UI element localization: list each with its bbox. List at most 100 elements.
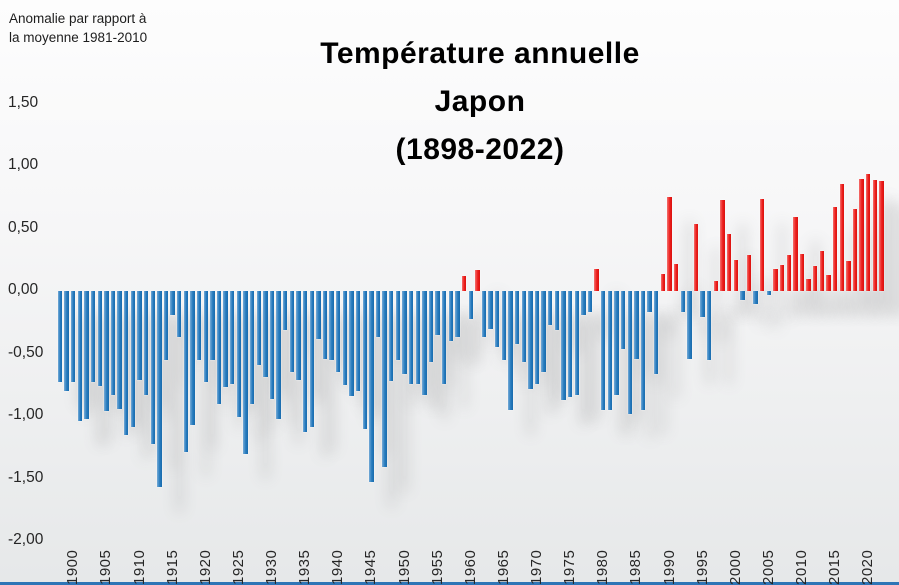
bar-2015 [832,207,838,291]
bar-2000 [733,259,738,291]
bar-1965 [501,291,507,360]
bar-1919 [196,291,202,360]
chart-title: Température annuelle Japon (1898-2022) [240,30,720,174]
bar-1964 [495,291,500,348]
bar-1983 [620,291,626,349]
bar-1942 [349,291,354,396]
bar-1914 [163,291,169,360]
bar-1901 [77,291,83,421]
bar-2019 [859,178,864,291]
bar-2009 [793,217,798,291]
bar-2022 [879,181,884,291]
x-tick-label: 1975 [561,549,579,585]
bar-1967 [514,291,520,344]
bar-1945 [369,291,374,483]
bar-1959 [461,276,467,291]
bar-1960 [468,291,473,319]
bar-1975 [567,291,573,398]
x-tick-label: 1955 [428,549,446,585]
bar-1925 [236,291,242,418]
y-tick-label: -1,50 [8,468,44,486]
x-tick-label: 1935 [296,549,314,585]
bar-1927 [249,291,255,404]
bar-1958 [455,291,460,338]
bar-1989 [660,273,666,291]
bar-1909 [130,291,136,428]
x-tick-label: 1905 [97,549,115,585]
bar-1991 [673,263,679,291]
bar-1952 [415,291,420,384]
bar-1982 [614,291,619,395]
x-tick-label: 1915 [163,549,181,585]
bar-1976 [574,291,579,395]
bar-1984 [627,291,632,414]
bar-1997 [713,281,719,291]
x-tick-label: 1920 [196,549,214,585]
bar-1993 [687,291,692,359]
bar-1903 [90,291,96,383]
bar-1963 [488,291,493,329]
bar-1970 [534,291,540,384]
bar-1957 [448,291,454,341]
bar-2018 [852,208,858,291]
bar-1918 [190,291,195,425]
bar-1972 [548,291,553,325]
y-tick-label: 0,50 [8,218,39,236]
x-tick-label: 1995 [693,549,711,585]
bar-1931 [276,291,281,419]
bar-2010 [799,253,805,291]
bar-1923 [223,291,228,388]
bar-1950 [402,291,407,374]
x-tick-label: 1930 [263,549,280,585]
bar-1953 [422,291,427,395]
bar-1905 [104,291,109,411]
x-tick-label: 2000 [726,549,744,585]
x-tick-label: 1980 [594,549,612,585]
bar-1929 [263,291,268,378]
baseline-note-line2: la moyenne 1981-2010 [9,30,148,45]
bar-1951 [408,291,414,384]
bar-1946 [375,291,381,338]
x-tick-label: 2010 [793,549,810,585]
bar-1936 [309,291,314,428]
bar-2011 [806,278,811,291]
bar-1933 [289,291,295,373]
x-tick-label: 2005 [759,549,777,585]
x-tick-label: 1965 [494,549,512,585]
bar-1916 [177,291,182,338]
bar-1986 [640,291,646,410]
x-tick-label: 1970 [528,549,545,585]
bar-1977 [581,291,586,315]
x-tick-label: 1960 [461,549,479,585]
bar-2008 [786,254,791,291]
bar-1954 [428,291,434,363]
bar-1915 [170,291,175,315]
bar-2017 [846,261,851,291]
bar-1899 [64,291,69,391]
bar-1996 [707,291,712,360]
bar-1920 [203,291,208,383]
bar-1917 [183,291,189,453]
bar-1990 [667,197,672,291]
chart-title-line1: Température annuelle [320,37,640,70]
bar-1902 [84,291,89,419]
bar-2003 [753,291,758,304]
bar-1962 [481,291,487,338]
bar-1980 [601,291,606,410]
bar-1985 [634,291,639,359]
bar-1940 [336,291,341,373]
bar-1934 [296,291,301,380]
bar-1926 [243,291,248,454]
bar-1978 [587,291,593,313]
bar-1941 [342,291,348,385]
x-tick-label: 2020 [859,549,877,585]
bar-1971 [541,291,546,373]
bar-2001 [740,291,745,300]
bar-1906 [110,291,116,395]
bar-1981 [607,291,613,410]
bar-1937 [316,291,321,339]
bar-1943 [355,291,361,391]
bar-1947 [382,291,387,468]
baseline-note-line1: Anomalie par rapport à [9,11,147,26]
